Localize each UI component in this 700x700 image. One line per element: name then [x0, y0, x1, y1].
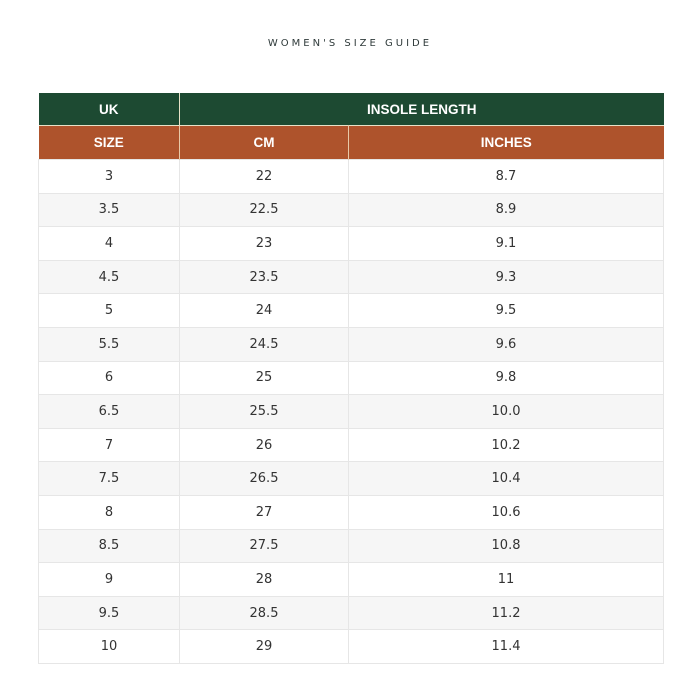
inches-cell: 9.8 [347, 360, 665, 396]
inches-cell: 10.2 [347, 427, 665, 463]
inches-cell: 8.7 [347, 159, 665, 194]
page-title: WOMEN'S SIZE GUIDE [267, 38, 433, 49]
inches-cell: 10.4 [347, 461, 665, 496]
cm-cell: 22.5 [179, 192, 349, 228]
table-row: 8.5 27.5 10.8 [38, 528, 665, 564]
size-cell: 4.5 [38, 259, 180, 295]
header-inches: INCHES [348, 125, 664, 160]
size-cell: 4 [38, 226, 180, 261]
table-row: 9 28 11 [38, 562, 665, 597]
inches-cell: 11 [347, 562, 665, 597]
table-row: 9.5 28.5 11.2 [38, 595, 665, 631]
cm-cell: 27 [179, 494, 349, 530]
inches-cell: 10.6 [347, 494, 665, 530]
table-row: 10 29 11.4 [38, 629, 665, 664]
header-insole-length: INSOLE LENGTH [179, 93, 664, 126]
header-uk: UK [38, 93, 180, 126]
table-row: 3.5 22.5 8.9 [38, 192, 665, 228]
header-cm: CM [179, 125, 349, 160]
cm-cell: 25 [179, 360, 349, 396]
table-row: 4.5 23.5 9.3 [38, 259, 665, 295]
size-cell: 9.5 [38, 595, 180, 631]
header-size: SIZE [38, 125, 180, 160]
cm-cell: 26.5 [179, 461, 349, 496]
size-cell: 8 [38, 494, 180, 530]
table-row: 8 27 10.6 [38, 494, 665, 530]
inches-cell: 8.9 [347, 192, 665, 228]
cm-cell: 29 [179, 629, 349, 664]
table-row: 6 25 9.8 [38, 360, 665, 396]
cm-cell: 23 [179, 226, 349, 261]
size-cell: 6.5 [38, 394, 180, 429]
size-cell: 7 [38, 427, 180, 463]
table-row: 6.5 25.5 10.0 [38, 394, 665, 429]
size-cell: 10 [38, 629, 180, 664]
size-cell: 9 [38, 562, 180, 597]
size-cell: 5 [38, 293, 180, 328]
inches-cell: 11.4 [347, 629, 665, 664]
size-cell: 5.5 [38, 326, 180, 362]
table-row: 7 26 10.2 [38, 427, 665, 463]
cm-cell: 26 [179, 427, 349, 463]
size-guide-table: UK INSOLE LENGTH SIZE CM INCHES 3 22 8.7 3.5 22… [38, 93, 665, 664]
cm-cell: 27.5 [179, 528, 349, 564]
inches-cell: 11.2 [347, 595, 665, 631]
cm-cell: 25.5 [179, 394, 349, 429]
inches-cell: 9.3 [347, 259, 665, 295]
cm-cell: 24 [179, 293, 349, 328]
inches-cell: 9.5 [347, 293, 665, 328]
inches-cell: 9.6 [347, 326, 665, 362]
table-row: 7.5 26.5 10.4 [38, 461, 665, 496]
table-row: 5.5 24.5 9.6 [38, 326, 665, 362]
size-cell: 8.5 [38, 528, 180, 564]
size-cell: 3.5 [38, 192, 180, 228]
cm-cell: 23.5 [179, 259, 349, 295]
table-row: 4 23 9.1 [38, 226, 665, 261]
cm-cell: 28 [179, 562, 349, 597]
table-row: 3 22 8.7 [38, 159, 665, 194]
cm-cell: 28.5 [179, 595, 349, 631]
inches-cell: 10.8 [347, 528, 665, 564]
size-cell: 3 [38, 159, 180, 194]
table-row: 5 24 9.5 [38, 293, 665, 328]
size-cell: 7.5 [38, 461, 180, 496]
size-cell: 6 [38, 360, 180, 396]
cm-cell: 24.5 [179, 326, 349, 362]
inches-cell: 10.0 [347, 394, 665, 429]
inches-cell: 9.1 [347, 226, 665, 261]
cm-cell: 22 [179, 159, 349, 194]
